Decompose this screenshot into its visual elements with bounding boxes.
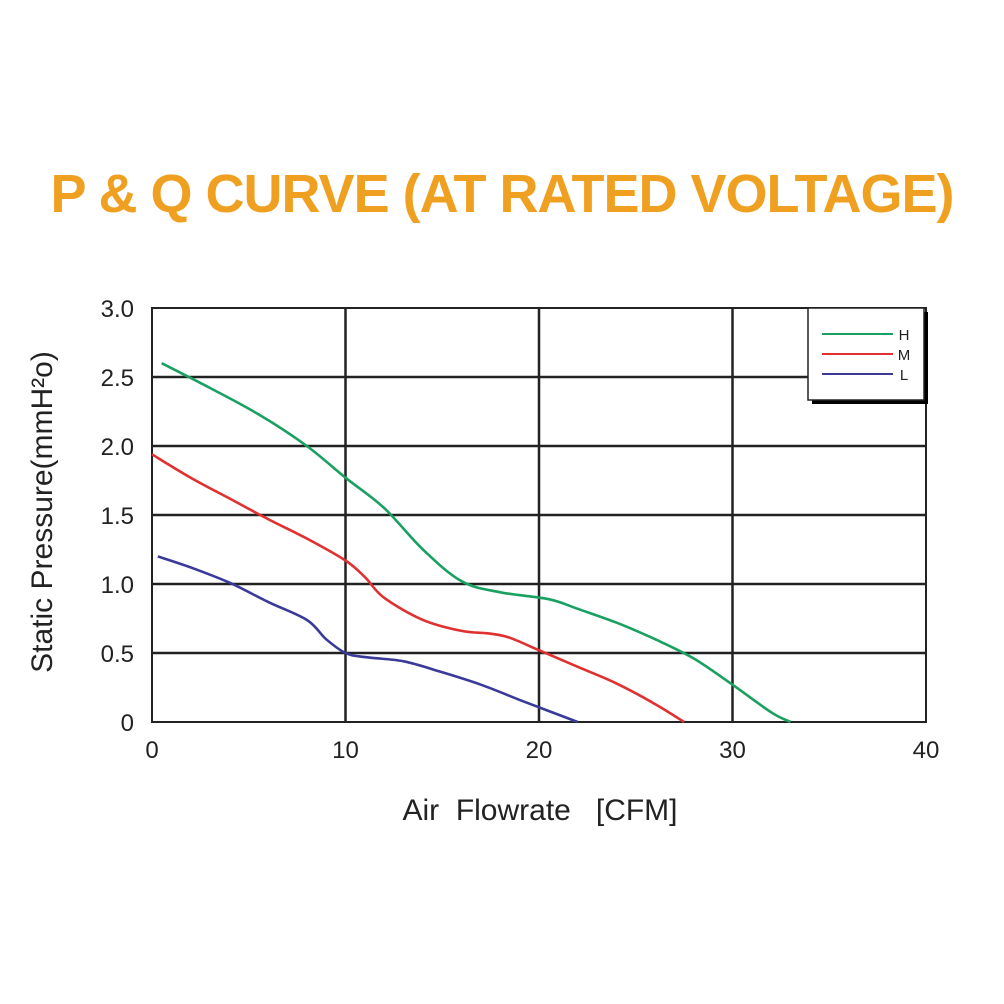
series-line-m (151, 453, 685, 724)
chart-title: P & Q CURVE (AT RATED VOLTAGE) (50, 164, 954, 224)
legend-label-h: H (899, 327, 910, 344)
y-tick-label: 0 (121, 710, 134, 737)
x-tick-label: 10 (332, 737, 359, 764)
legend-label-l: L (900, 367, 908, 384)
x-tick-label: 0 (145, 737, 158, 764)
legend: HML (807, 307, 928, 404)
y-tick-label: 1.0 (101, 572, 134, 599)
y-axis-label: Static Pressure(mmH²o) (26, 351, 59, 673)
y-tick-label: 3.0 (101, 296, 134, 323)
legend-label-m: M (898, 347, 911, 364)
x-tick-label: 30 (719, 737, 746, 764)
y-tick-label: 0.5 (101, 641, 134, 668)
x-axis-label: Air Flowrate [CFM] (402, 794, 677, 827)
y-tick-label: 1.5 (101, 503, 134, 530)
y-tick-label: 2.5 (101, 365, 134, 392)
x-tick-label: 20 (526, 737, 553, 764)
series-line-h (161, 362, 792, 724)
series-line-l (157, 555, 579, 724)
y-tick-label: 2.0 (101, 434, 134, 461)
x-tick-label: 40 (913, 737, 940, 764)
